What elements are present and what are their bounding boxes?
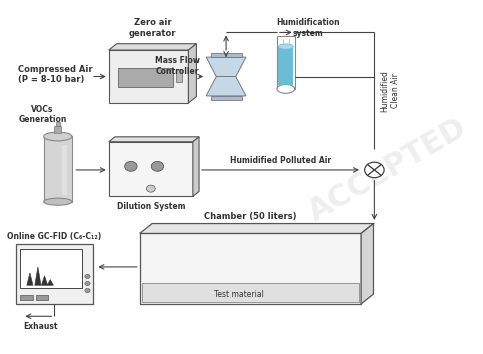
Circle shape: [85, 281, 90, 286]
Bar: [20, 296, 32, 301]
Polygon shape: [109, 137, 199, 142]
Ellipse shape: [277, 85, 295, 93]
Bar: [109, 142, 193, 196]
Circle shape: [85, 274, 90, 279]
Bar: [56, 122, 59, 126]
Polygon shape: [140, 223, 373, 233]
Bar: [117, 68, 173, 87]
Polygon shape: [47, 280, 54, 285]
Bar: [278, 46, 293, 85]
Polygon shape: [27, 273, 33, 285]
Bar: [36, 296, 48, 301]
Ellipse shape: [43, 198, 72, 205]
Circle shape: [151, 161, 164, 171]
Polygon shape: [188, 44, 197, 103]
Text: Humidification
system: Humidification system: [276, 18, 340, 38]
Ellipse shape: [43, 132, 72, 141]
Polygon shape: [361, 223, 373, 304]
Text: VOCs
Generation: VOCs Generation: [18, 105, 67, 124]
Bar: [20, 249, 82, 288]
Circle shape: [365, 162, 384, 178]
Bar: [277, 36, 295, 89]
Bar: [54, 126, 61, 133]
Polygon shape: [35, 267, 41, 285]
Ellipse shape: [278, 44, 293, 49]
Circle shape: [125, 161, 137, 171]
Polygon shape: [206, 57, 246, 76]
Text: Test material: Test material: [214, 290, 264, 299]
Bar: [140, 233, 361, 304]
Polygon shape: [42, 276, 48, 285]
Bar: [176, 69, 182, 82]
Bar: [211, 53, 242, 57]
Polygon shape: [206, 76, 246, 96]
Text: Dilution System: Dilution System: [116, 202, 185, 211]
Text: Compressed Air
(P = 8-10 bar): Compressed Air (P = 8-10 bar): [18, 65, 93, 85]
Text: Online GC-FID (C₆-C₁₂): Online GC-FID (C₆-C₁₂): [7, 232, 101, 241]
Bar: [43, 136, 72, 202]
Circle shape: [146, 185, 155, 192]
Text: Humidified
Clean Air: Humidified Clean Air: [380, 70, 399, 112]
Bar: [211, 96, 242, 100]
Text: Chamber (50 liters): Chamber (50 liters): [204, 212, 297, 221]
Bar: [142, 283, 359, 302]
Circle shape: [85, 289, 90, 293]
Text: Exhaust: Exhaust: [23, 322, 57, 331]
Bar: [16, 244, 93, 304]
Text: ACCEPTED: ACCEPTED: [303, 113, 472, 227]
Text: Mass Flow
Controller: Mass Flow Controller: [155, 56, 199, 76]
Bar: [109, 50, 188, 103]
Text: Humidified Polluted Air: Humidified Polluted Air: [230, 156, 331, 165]
Polygon shape: [109, 44, 197, 50]
Polygon shape: [193, 137, 199, 196]
Bar: [62, 145, 67, 195]
Text: Zero air
generator: Zero air generator: [129, 18, 176, 38]
